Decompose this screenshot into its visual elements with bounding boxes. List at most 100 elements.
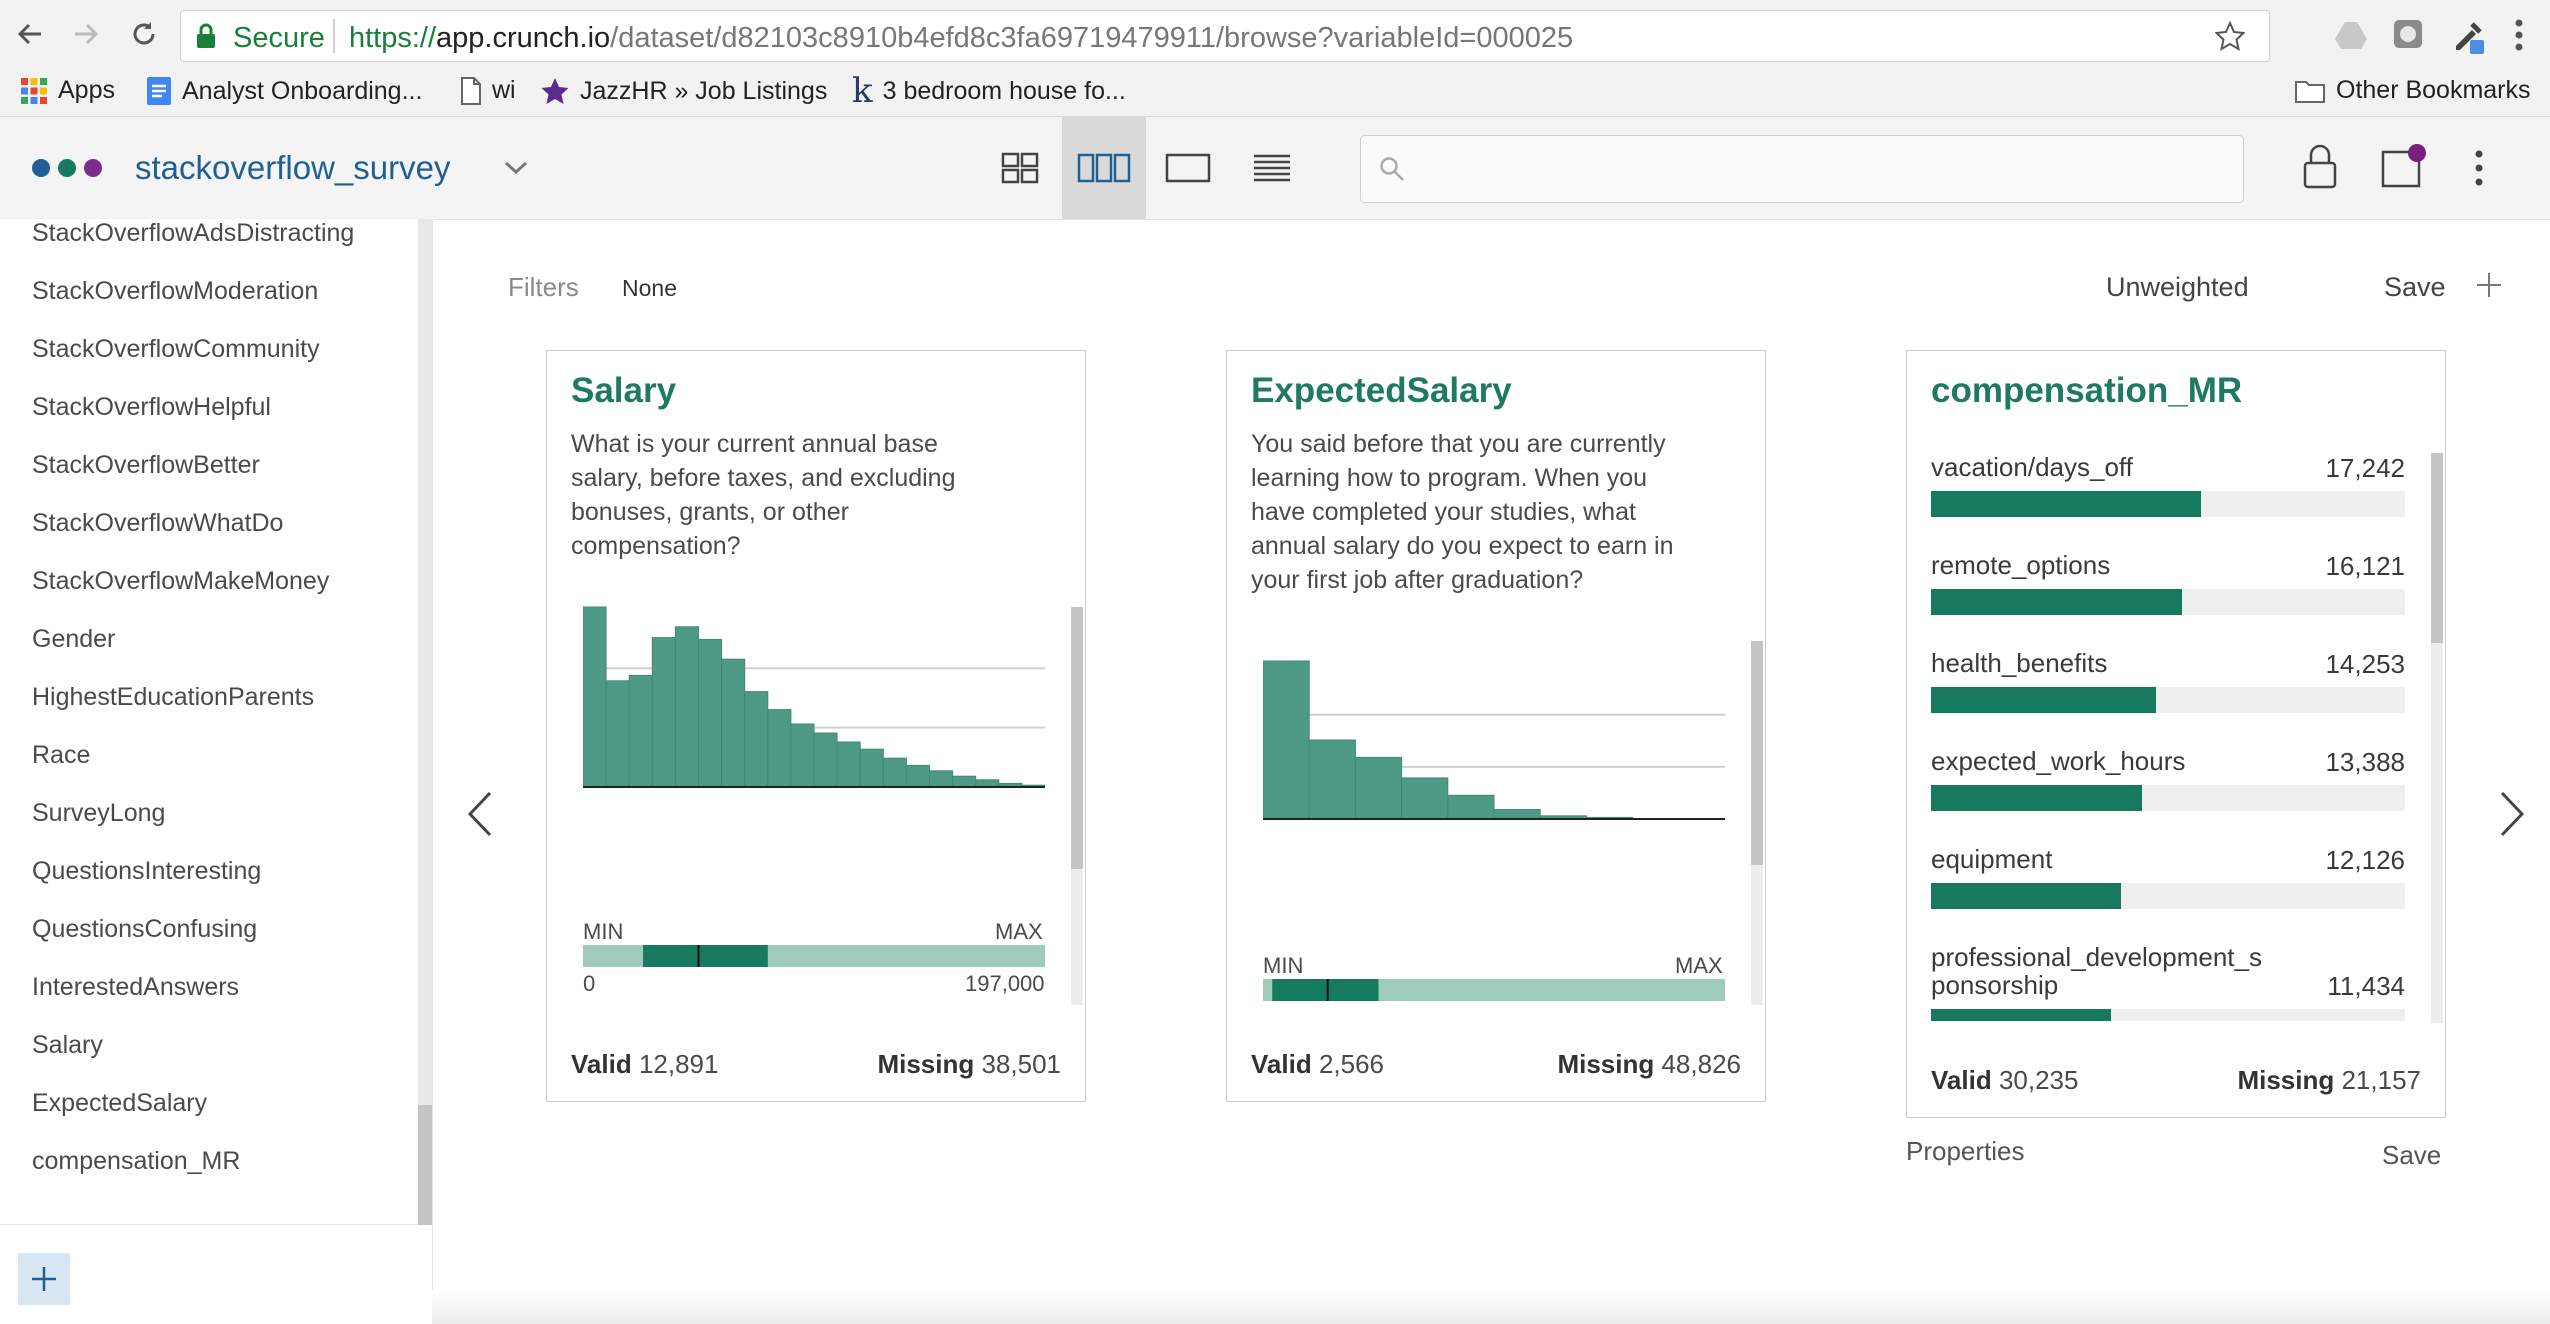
sidebar-item-surveylong[interactable]: SurveyLong [32, 799, 166, 827]
sidebar-item-stackoverflowadsdistracting[interactable]: StackOverflowAdsDistracting [32, 219, 355, 247]
card-title[interactable]: Salary [571, 371, 677, 410]
notifications-icon[interactable] [2380, 143, 2428, 189]
chevron-left-icon[interactable] [466, 790, 494, 838]
sidebar-item-questionsconfusing[interactable]: QuestionsConfusing [32, 915, 258, 943]
mr-row-label: health_benefits [1931, 648, 2108, 678]
other-bookmarks[interactable]: Other Bookmarks [2294, 76, 2531, 105]
reload-icon[interactable] [124, 14, 164, 54]
weight-selector[interactable]: Unweighted [2106, 272, 2249, 302]
bookmark-apps[interactable]: Apps [20, 76, 115, 105]
missing-value: 38,501 [981, 1049, 1061, 1079]
properties-link[interactable]: Properties [1906, 1136, 2025, 1166]
histogram-bar [1308, 739, 1356, 820]
mr-row-count: 16,121 [2325, 551, 2405, 581]
sidebar-divider [0, 1224, 418, 1225]
sidebar-item-compensation-mr[interactable]: compensation_MR [32, 1147, 241, 1175]
mr-row-track [1931, 589, 2405, 615]
missing-label: Missing [2237, 1065, 2335, 1095]
bookmark-house[interactable]: k 3 bedroom house fo... [852, 71, 1126, 111]
missing-count: Missing 38,501 [877, 1049, 1061, 1080]
forward-icon[interactable] [66, 14, 106, 54]
back-icon[interactable] [10, 14, 50, 54]
sidebar-item-interestedanswers[interactable]: InterestedAnswers [32, 973, 240, 1001]
single-view-button[interactable] [1146, 117, 1230, 219]
variable-sidebar: StackOverflowAdsDistracting StackOverflo… [0, 219, 433, 1324]
sidebar-scrollbar[interactable] [418, 219, 432, 1224]
browser-menu-icon[interactable] [2514, 18, 2524, 52]
mr-row-count: 14,253 [2325, 649, 2405, 679]
search-input[interactable] [1360, 135, 2244, 203]
card-view-button[interactable] [1062, 117, 1146, 219]
sidebar-item-highesteducationparents[interactable]: HighestEducationParents [32, 683, 315, 711]
add-variable-button[interactable] [18, 1253, 70, 1305]
salary-range-bar [583, 945, 1045, 967]
browser-toolbar: Secure https://app.crunch.io/dataset/d82… [0, 0, 2550, 72]
app-menu-icon[interactable] [2474, 149, 2484, 187]
lock-dataset-icon[interactable] [2302, 143, 2338, 189]
variable-card-compensation-mr[interactable]: compensation_MR vacation/days_off 17,242… [1906, 350, 2446, 1118]
chevron-right-icon[interactable] [2498, 790, 2526, 838]
grid-view-button[interactable] [978, 117, 1062, 219]
histogram-bar [1354, 756, 1403, 820]
mr-row-expected-work-hours: expected_work_hours 13,388 [1931, 747, 2405, 817]
sidebar-item-stackoverflowbetter[interactable]: StackOverflowBetter [32, 451, 260, 479]
url-text[interactable]: https://app.crunch.io/dataset/d82103c891… [349, 22, 1573, 55]
mr-row-bar [1931, 883, 2121, 909]
sidebar-item-stackoverflowcommunity[interactable]: StackOverflowCommunity [32, 335, 320, 363]
list-view-button[interactable] [1230, 117, 1314, 219]
mr-row-track [1931, 785, 2405, 811]
bookmark-jazzhr[interactable]: JazzHR » Job Listings [540, 76, 880, 106]
mr-row-equipment: equipment 12,126 [1931, 845, 2405, 915]
filters-value[interactable]: None [622, 275, 677, 301]
sidebar-item-race[interactable]: Race [32, 741, 91, 769]
crunch-logo-icon[interactable] [30, 157, 104, 179]
salary-histogram [583, 606, 1045, 788]
sidebar-item-questionsinteresting[interactable]: QuestionsInteresting [32, 857, 262, 885]
histogram-bar [1447, 794, 1495, 820]
add-icon[interactable] [2476, 272, 2502, 298]
mr-row-label: equipment [1931, 844, 2053, 874]
variable-card-salary[interactable]: Salary What is your current annual base … [546, 350, 1086, 1102]
filters-label: Filters [508, 272, 579, 302]
sidebar-item-gender[interactable]: Gender [32, 625, 116, 653]
card-scrollbar-thumb[interactable] [1071, 607, 1083, 869]
min-label: MIN [583, 919, 624, 944]
bookmark-wi[interactable]: wi [460, 76, 516, 105]
card-scrollbar-thumb[interactable] [2431, 453, 2443, 643]
variable-card-expectedsalary[interactable]: ExpectedSalary You said before that you … [1226, 350, 1766, 1102]
card-scrollbar-thumb[interactable] [1751, 641, 1763, 865]
sidebar-item-stackoverflowmakemoney[interactable]: StackOverflowMakeMoney [32, 567, 330, 595]
star-bookmark-icon[interactable] [2215, 21, 2245, 51]
k-logo-icon: k [852, 71, 873, 111]
valid-label: Valid [1251, 1049, 1312, 1079]
histogram-bar [583, 606, 607, 788]
bookmark-house-label: 3 bedroom house fo... [882, 76, 1126, 105]
bookmark-analyst-onboarding[interactable]: Analyst Onboarding... [146, 76, 422, 106]
chevron-down-icon[interactable] [504, 160, 528, 176]
mr-row-vacation-days-off: vacation/days_off 17,242 [1931, 453, 2405, 523]
mr-row-track [1931, 1009, 2405, 1021]
search-icon [1379, 156, 1405, 182]
save-button[interactable]: Save [2384, 272, 2446, 302]
eyedropper-extension-icon[interactable] [2452, 18, 2486, 54]
dataset-name[interactable]: stackoverflow_survey [135, 149, 451, 186]
address-bar[interactable]: Secure https://app.crunch.io/dataset/d82… [180, 10, 2270, 62]
folder-icon [2294, 78, 2326, 104]
sidebar-item-stackoverflowwhatdo[interactable]: StackOverflowWhatDo [32, 509, 284, 537]
apps-grid-icon [20, 77, 48, 105]
sidebar-item-expectedsalary[interactable]: ExpectedSalary [32, 1089, 208, 1117]
mr-row-health-benefits: health_benefits 14,253 [1931, 649, 2405, 719]
properties-save-button[interactable]: Save [2382, 1140, 2442, 1170]
drive-extension-icon[interactable] [2334, 20, 2368, 50]
sidebar-item-salary[interactable]: Salary [32, 1031, 103, 1059]
sidebar-scrollbar-thumb[interactable] [418, 1105, 432, 1225]
sidebar-item-stackoverflowmoderation[interactable]: StackOverflowModeration [32, 277, 319, 305]
histogram-bar [605, 680, 630, 788]
list-view-icon [1252, 153, 1292, 183]
sidebar-item-stackoverflowhelpful[interactable]: StackOverflowHelpful [32, 393, 271, 421]
extension-icon[interactable] [2392, 18, 2424, 50]
mr-row-count: 11,434 [2327, 971, 2405, 1001]
card-title[interactable]: compensation_MR [1931, 371, 2243, 410]
card-title[interactable]: ExpectedSalary [1251, 371, 1512, 410]
valid-value: 12,891 [638, 1049, 719, 1079]
